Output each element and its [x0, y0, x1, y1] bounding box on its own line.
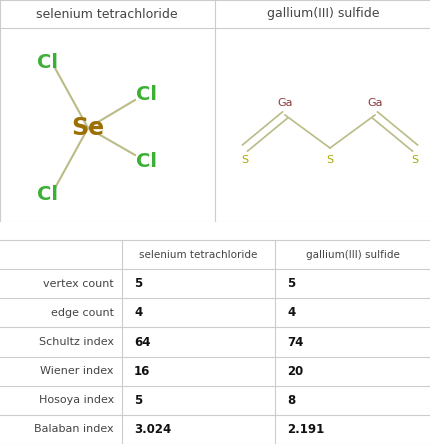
- Text: Wiener index: Wiener index: [40, 366, 114, 376]
- Text: S: S: [241, 155, 248, 165]
- Text: selenium tetrachloride: selenium tetrachloride: [139, 250, 257, 260]
- Text: 3.024: 3.024: [134, 423, 171, 436]
- Text: 4: 4: [134, 306, 142, 319]
- Text: Cl: Cl: [37, 52, 58, 71]
- Text: Ga: Ga: [366, 98, 382, 108]
- Text: 20: 20: [286, 365, 303, 378]
- Text: Cl: Cl: [136, 151, 157, 170]
- Text: Ga: Ga: [276, 98, 292, 108]
- Text: 74: 74: [286, 336, 303, 349]
- Text: 64: 64: [134, 336, 150, 349]
- Text: S: S: [326, 155, 333, 165]
- Text: S: S: [411, 155, 418, 165]
- Text: 5: 5: [134, 277, 142, 290]
- Text: edge count: edge count: [51, 308, 114, 318]
- Text: Schultz index: Schultz index: [39, 337, 114, 347]
- Text: Balaban index: Balaban index: [34, 424, 114, 434]
- Text: 2.191: 2.191: [286, 423, 323, 436]
- Text: Cl: Cl: [37, 185, 58, 203]
- Text: gallium(III) sulfide: gallium(III) sulfide: [305, 250, 399, 260]
- Text: vertex count: vertex count: [43, 279, 114, 289]
- Text: gallium(III) sulfide: gallium(III) sulfide: [266, 8, 378, 20]
- Text: 8: 8: [286, 394, 295, 407]
- Text: 5: 5: [286, 277, 295, 290]
- Text: 4: 4: [286, 306, 295, 319]
- Text: 16: 16: [134, 365, 150, 378]
- Text: selenium tetrachloride: selenium tetrachloride: [36, 8, 178, 20]
- Text: Se: Se: [71, 116, 104, 140]
- Text: Cl: Cl: [136, 84, 157, 103]
- Text: 5: 5: [134, 394, 142, 407]
- Text: Hosoya index: Hosoya index: [39, 395, 114, 405]
